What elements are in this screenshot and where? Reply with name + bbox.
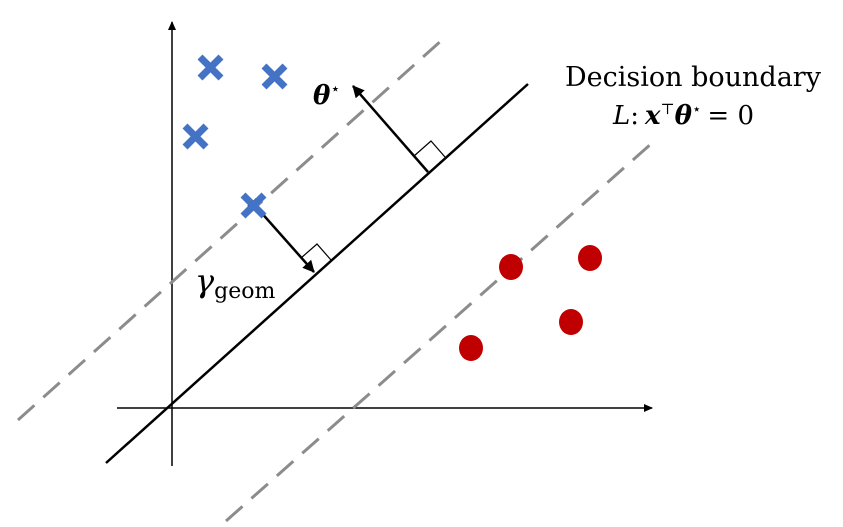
- upper-margin-line: [16, 38, 444, 422]
- cross-point: [197, 54, 224, 81]
- decision-boundary-line: [105, 83, 529, 464]
- lower-margin-line: [225, 141, 653, 523]
- circle-point: [459, 335, 483, 361]
- gamma-geom-label: γgeom: [195, 262, 275, 304]
- theta-normal-vector: [352, 85, 429, 173]
- theta-label: θ⋆: [313, 79, 340, 111]
- right-angle-marker-gamma: [300, 243, 332, 261]
- decision-boundary-equation: L: x⊤θ⋆ = 0: [612, 100, 754, 131]
- decision-boundary-title: Decision boundary: [565, 62, 822, 93]
- cross-point: [240, 192, 267, 219]
- right-angle-marker-theta: [413, 140, 446, 158]
- circle-point: [559, 309, 583, 335]
- circle-point: [578, 245, 602, 271]
- cross-point: [261, 63, 288, 90]
- cross-point: [182, 123, 209, 150]
- class-circle-points: [459, 245, 602, 361]
- gamma-margin-vector: [247, 197, 315, 273]
- class-cross-points: [182, 54, 288, 219]
- circle-point: [499, 254, 523, 280]
